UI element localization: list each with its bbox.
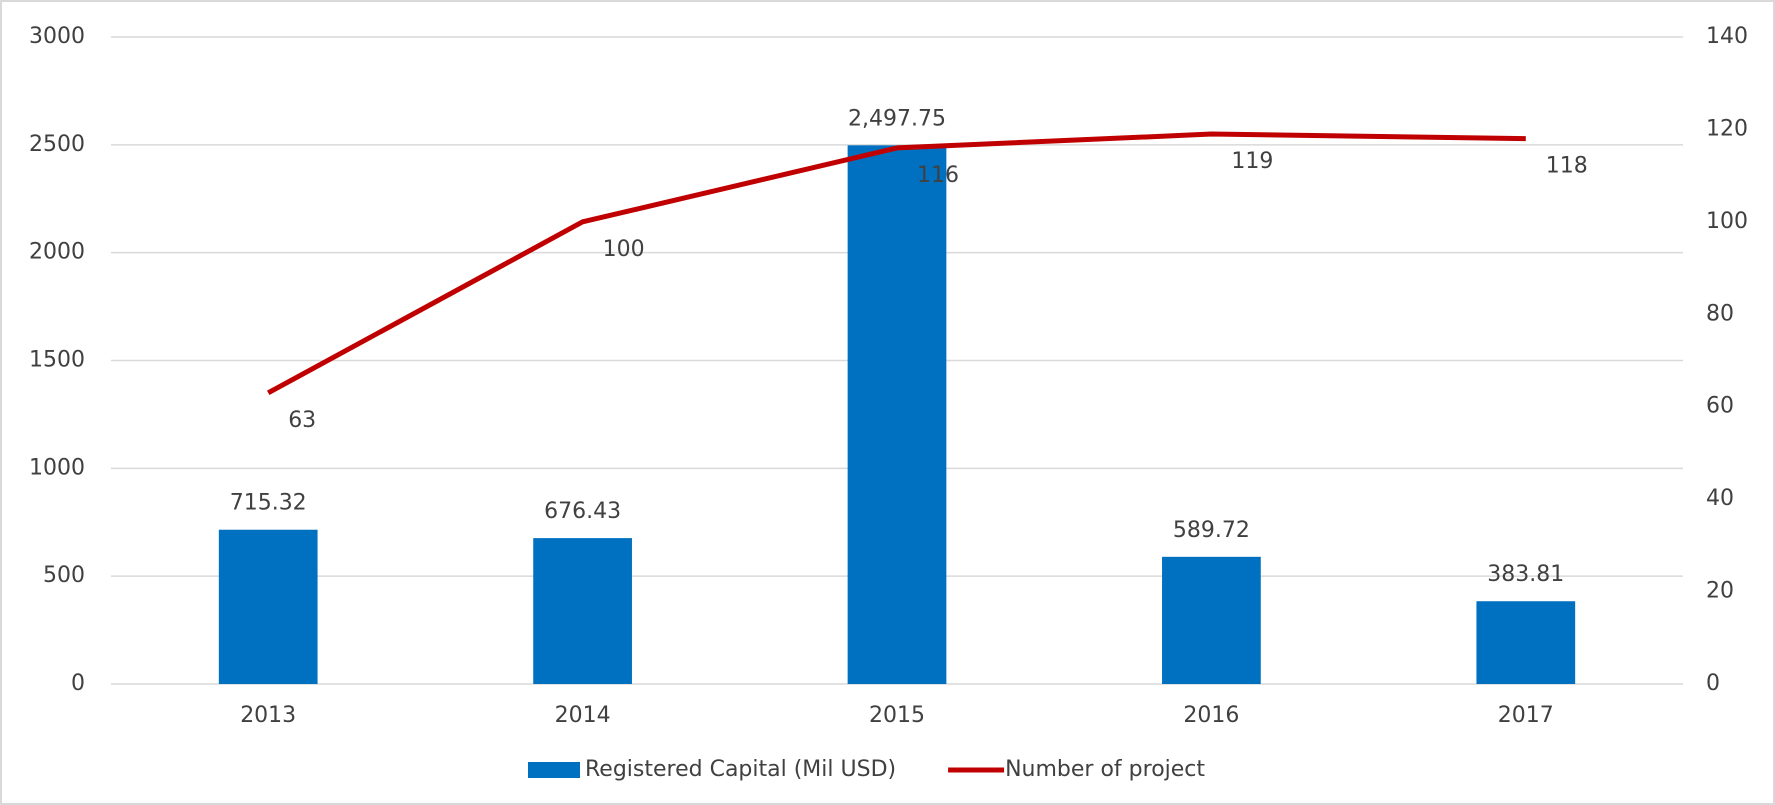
y-tick-label: 1000 xyxy=(29,455,85,480)
y2-tick-label: 140 xyxy=(1706,24,1748,49)
y2-tick-label: 80 xyxy=(1706,301,1734,326)
y2-tick-label: 60 xyxy=(1706,394,1734,419)
line-value-label: 118 xyxy=(1546,154,1588,179)
y2-tick-label: 100 xyxy=(1706,209,1748,234)
x-tick-label: 2017 xyxy=(1498,703,1554,728)
x-tick-label: 2016 xyxy=(1183,703,1239,728)
y2-tick-label: 120 xyxy=(1706,116,1748,141)
y2-tick-label: 20 xyxy=(1706,579,1734,604)
y-tick-label: 2500 xyxy=(29,132,85,157)
x-tick-label: 2013 xyxy=(240,703,296,728)
legend-label: Registered Capital (Mil USD) xyxy=(585,757,896,782)
bar-value-label: 589.72 xyxy=(1173,518,1250,543)
bar-value-label: 676.43 xyxy=(544,499,621,524)
line xyxy=(267,131,1526,396)
bar xyxy=(218,529,318,684)
y2-tick-label: 0 xyxy=(1706,671,1720,696)
bar-value-label: 715.32 xyxy=(230,491,307,516)
line-value-label: 116 xyxy=(917,163,959,188)
x-tick-label: 2015 xyxy=(869,703,925,728)
bar xyxy=(1476,601,1576,684)
y-tick-label: 0 xyxy=(71,671,85,696)
y-tick-label: 3000 xyxy=(29,24,85,49)
x-tick-label: 2014 xyxy=(555,703,611,728)
bar xyxy=(847,145,947,684)
y-tick-label: 500 xyxy=(43,563,85,588)
bar xyxy=(1162,556,1261,684)
legend-label: Number of project xyxy=(1005,757,1205,782)
bar-value-label: 383.81 xyxy=(1487,562,1564,587)
bar xyxy=(533,538,632,684)
line-value-label: 63 xyxy=(288,408,316,433)
y-tick-label: 2000 xyxy=(29,240,85,265)
line-value-label: 100 xyxy=(603,237,645,262)
line-value-label: 119 xyxy=(1231,149,1273,174)
legend-swatch xyxy=(528,762,580,778)
bar-value-label: 2,497.75 xyxy=(848,106,946,131)
y2-tick-label: 40 xyxy=(1706,486,1734,511)
y-tick-label: 1500 xyxy=(29,348,85,373)
